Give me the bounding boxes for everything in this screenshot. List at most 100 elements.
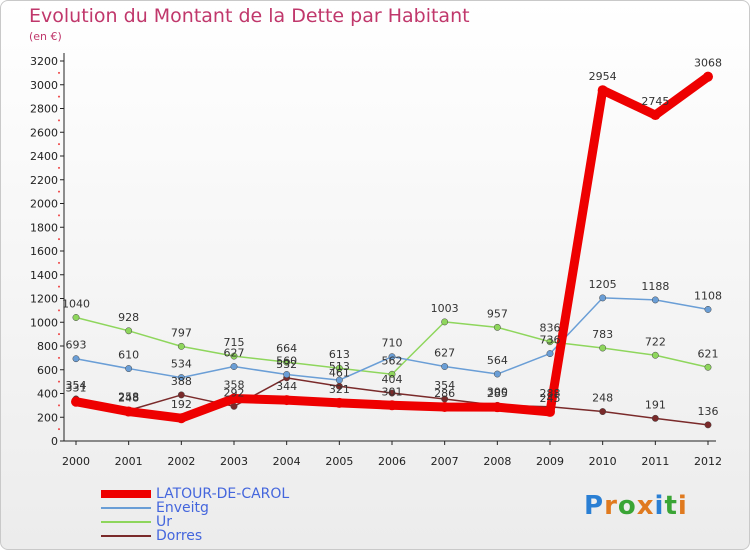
legend-swatch [101,490,151,498]
legend-label: Dorres [156,528,203,544]
y-tick-label: 2200 [30,174,58,187]
y-tick-label: 3200 [30,55,58,68]
series-point [492,402,503,413]
series-point [125,365,133,373]
series-point [703,71,713,82]
data-label: 404 [382,373,403,386]
data-label: 627 [434,347,455,360]
axes: 0 200 400 600 800 1000 1200 1400 1600 1800 2000 220… [30,53,722,468]
series-point [71,396,81,407]
series-point [177,391,185,399]
series-layer [71,71,713,429]
x-tick-label: 2007 [431,455,459,468]
series-point [283,371,291,378]
series-point [72,355,80,363]
proxiti-logo: Proxiti [584,491,688,521]
data-label: 300 [487,385,508,398]
data-label: 321 [329,383,350,396]
series-point [335,376,343,384]
series-point [599,294,607,302]
data-label: 1108 [694,289,722,302]
series-point [230,363,238,370]
y-tick-label: 1200 [30,293,58,306]
series-point [177,374,185,382]
legend-item: Ur [101,515,289,529]
data-label: 1205 [589,278,617,291]
legend-label: LATOUR-DE-CAROL [156,486,290,502]
series-point [651,296,659,304]
data-label: 292 [224,386,245,399]
data-label: 627 [224,347,245,360]
series-point [545,406,555,417]
data-label: 331 [66,382,87,395]
data-label: 664 [276,342,297,355]
data-label: 797 [171,326,192,339]
y-tick-label: 600 [37,364,58,377]
series-point [388,353,396,361]
data-label: 562 [382,354,403,367]
x-tick-label: 2012 [694,455,722,468]
y-tick-label: 400 [37,388,58,401]
x-tick-label: 2003 [220,455,248,468]
y-tick-label: 2400 [30,150,58,163]
series-point [388,370,396,378]
y-minor-dot [58,333,60,336]
y-tick-label: 0 [51,435,58,448]
series-point [123,406,134,417]
data-label: 957 [487,307,508,320]
data-labels: 354 258 388 292 532 461 404 354 300 288 248 191 136 1… [62,57,722,418]
data-label: 354 [66,379,87,392]
data-label: 461 [329,366,350,379]
y-tick-label: 200 [37,411,58,424]
data-label: 564 [487,354,508,367]
series-point [176,413,187,424]
data-label: 285 [487,387,508,400]
data-label: 722 [645,335,666,348]
series-point [177,342,185,350]
data-label: 532 [276,358,297,371]
series-point [704,363,712,371]
legend-label: Enveitg [156,500,209,516]
data-label: 1188 [641,280,669,293]
chart-title: Evolution du Montant de la Dette par Hab… [29,5,470,27]
series-point [599,408,607,415]
legend-label: Ur [156,514,173,530]
series-point [599,344,607,352]
x-tick-label: 2009 [536,455,564,468]
data-label: 136 [698,405,719,418]
data-label: 286 [434,387,455,400]
data-label: 248 [118,392,139,405]
series-point [493,370,501,378]
y-minor-dot [58,285,60,288]
series-point [439,402,450,413]
y-tick-label: 1800 [30,221,58,234]
x-tick-label: 2002 [167,455,195,468]
data-label: 560 [276,355,297,368]
y-minor-dot [58,404,60,407]
data-label: 3068 [694,57,722,70]
data-label: 192 [171,398,192,411]
data-label: 1040 [62,298,90,311]
data-label: 715 [224,336,245,349]
y-tick-label: 2000 [30,198,58,211]
legend-item: LATOUR-DE-CAROL [101,487,289,501]
series-point [334,397,345,408]
series-point [546,338,554,346]
data-label: 783 [592,328,613,341]
series-point [230,352,238,360]
data-label: 736 [540,334,561,347]
series-point [704,421,712,429]
y-minor-dot [58,356,60,359]
chart-subtitle: (en €) [29,30,62,43]
series-point [546,350,554,358]
data-label: 301 [382,385,403,398]
y-tick-label: 3000 [30,79,58,92]
y-minor-dot [58,380,60,383]
y-tick-label: 1400 [30,269,58,282]
data-label: 191 [645,398,666,411]
data-label: 610 [118,349,139,362]
data-label: 288 [540,387,561,400]
series-point [441,318,449,326]
